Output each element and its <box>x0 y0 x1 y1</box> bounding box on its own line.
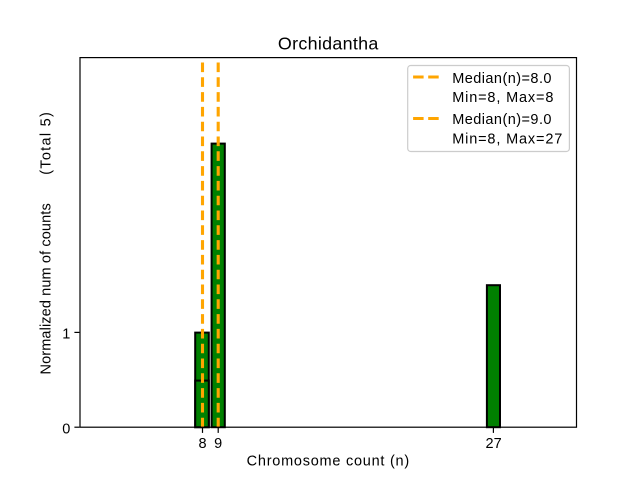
svg-text:Median(n)=8.0: Median(n)=8.0 <box>452 71 552 87</box>
svg-text:1: 1 <box>62 326 70 342</box>
svg-text:Median(n)=9.0: Median(n)=9.0 <box>452 112 552 128</box>
svg-text:9: 9 <box>214 436 222 452</box>
svg-text:8: 8 <box>198 436 206 452</box>
svg-text:0: 0 <box>62 422 70 438</box>
svg-text:Min=8, Max=27: Min=8, Max=27 <box>452 131 563 147</box>
svg-text:27: 27 <box>486 436 502 452</box>
svg-text:Chromosome count (n): Chromosome count (n) <box>247 453 410 469</box>
svg-text:Min=8, Max=8: Min=8, Max=8 <box>452 90 554 106</box>
svg-text:Normalized num of counts: Normalized num of counts <box>38 203 54 374</box>
svg-text:Orchidantha: Orchidantha <box>278 33 379 53</box>
svg-text:(Total 5): (Total 5) <box>38 111 54 175</box>
